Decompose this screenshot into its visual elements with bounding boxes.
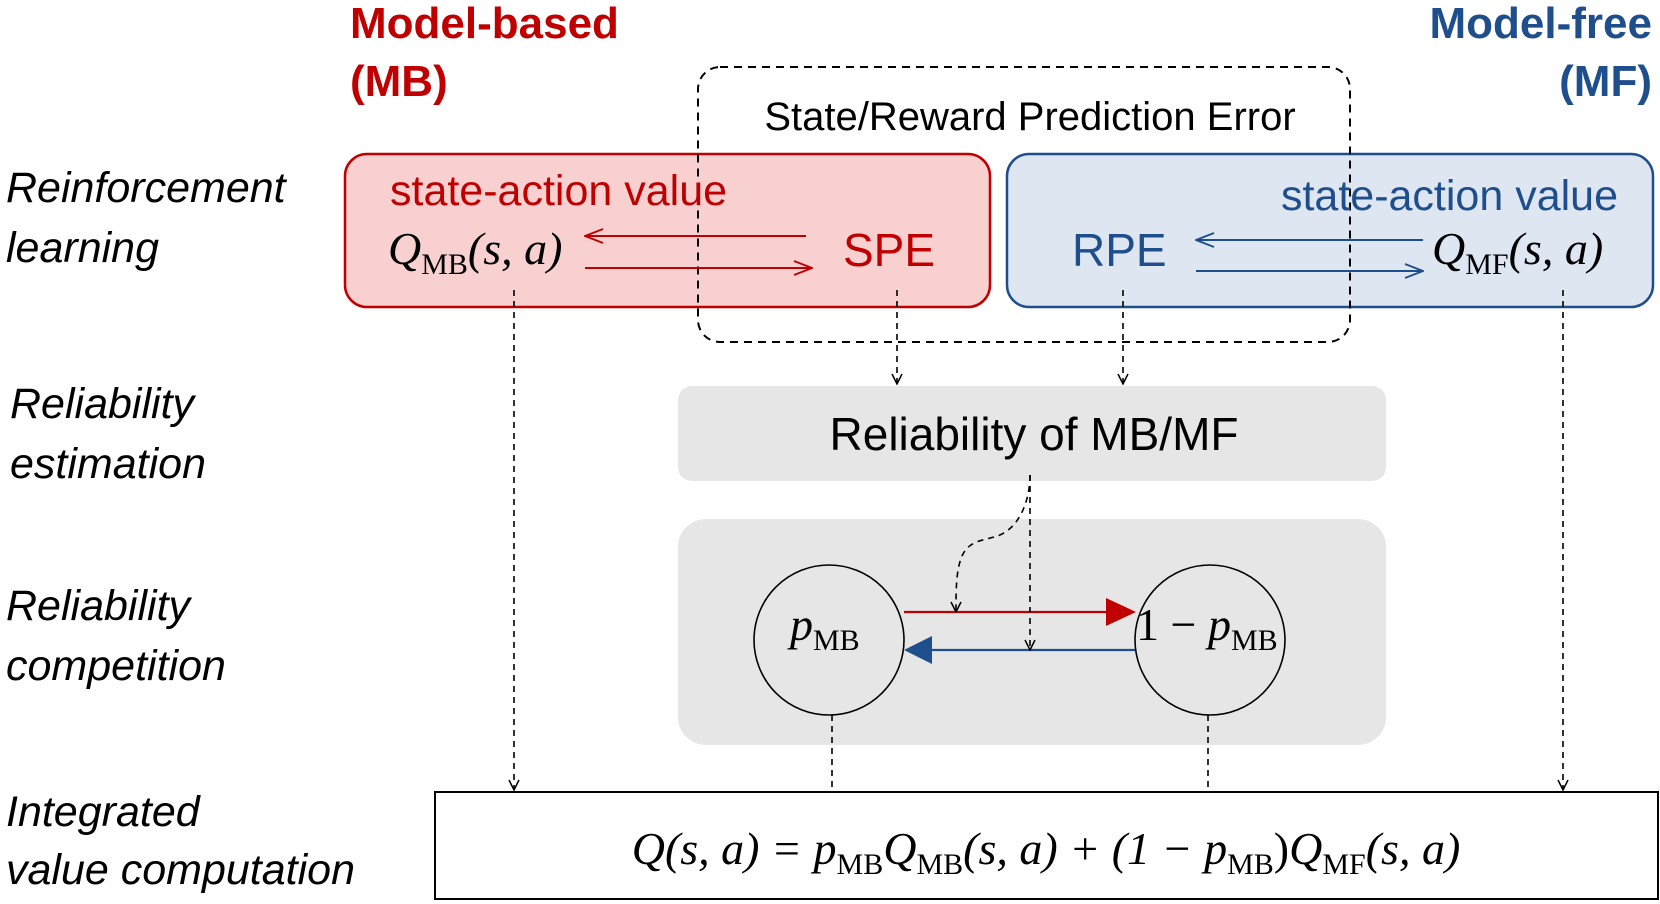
mf-q-subscript: MF [1465,248,1508,281]
formula-t2-p: p [1201,823,1227,874]
reliability-box [678,386,1386,481]
mb-to-mf-arrowhead [1106,598,1136,626]
mf-q-letter: Q [1432,223,1465,274]
formula-t1-p-sub: MB [837,848,884,881]
mb-q-subscript: MB [421,248,468,281]
p-mb-subscript: MB [813,624,860,657]
one-minus-p-letter: p [1205,599,1231,650]
prediction-error-box [697,66,1351,343]
mb-header-line2: (MB) [350,57,448,106]
formula-lhs: Q(s, a) = [632,823,814,874]
stage-rl-line2: learning [6,224,159,272]
mb-box [343,152,992,309]
p-mb-label: pMB [787,599,860,657]
integration-formula: Q(s, a) = pMBQMB(s, a) + (1 − pMB)QMF(s,… [632,823,1461,881]
stage-iv-line1: Integrated [6,788,202,836]
formula-t2-q: Q [1289,823,1322,874]
reliability-label: Reliability of MB/MF [830,408,1239,460]
p-mb-circle [753,564,905,716]
stage-rc-line1: Reliability [6,582,193,630]
formula-t2-p-sub: MB [1227,848,1274,881]
stage-iv-line2: value computation [6,846,355,894]
formula-t1-q-sub: MB [916,848,963,881]
formula-t1-q: Q [883,823,916,874]
mb-q-value: QMB(s, a) [388,223,562,281]
mf-to-mb-arrowhead [904,636,932,664]
formula-t2-close: ) [1274,823,1289,874]
mf-header-line2: (MF) [1559,57,1652,106]
formula-t1-args: (s, a) + (1 − [963,823,1204,874]
stage-re-line1: Reliability [10,380,197,428]
prediction-error-label: State/Reward Prediction Error [764,95,1295,139]
mb-q-args: (s, a) [468,223,563,274]
stage-re-line2: estimation [10,440,206,488]
mf-q-args: (s, a) [1509,223,1604,274]
one-minus-p-mb-circle [1134,564,1286,716]
mb-box-title: state-action value [390,167,727,215]
stage-rc-line2: competition [6,642,226,690]
mf-box [1005,152,1655,309]
mb-header-line1: Model-based [350,0,619,48]
mf-header-line1: Model-free [1430,0,1652,48]
formula-t2-q-sub: MF [1322,848,1365,881]
stage-rl-line1: Reinforcement [6,164,288,212]
one-minus-p-subscript: MB [1231,624,1278,657]
formula-t1-p: p [811,823,837,874]
spe-label: SPE [843,224,935,276]
p-mb-letter: p [787,599,813,650]
integration-box [434,791,1659,900]
mf-box-title: state-action value [1281,172,1618,220]
mf-q-value: QMF(s, a) [1432,223,1603,281]
mb-q-letter: Q [388,223,421,274]
competition-box [678,519,1386,745]
one-minus-prefix: 1 − [1136,599,1208,650]
one-minus-p-mb-label: 1 − pMB [1136,599,1278,657]
formula-t2-args: (s, a) [1366,823,1461,874]
rpe-label: RPE [1072,224,1167,276]
reliability-to-transition-curve [956,474,1031,612]
